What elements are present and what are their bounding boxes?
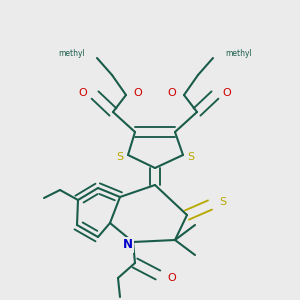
Text: O: O <box>134 88 142 98</box>
Text: N: N <box>123 238 133 251</box>
Text: methyl: methyl <box>58 49 85 58</box>
Text: S: S <box>219 197 226 207</box>
Text: S: S <box>116 152 124 162</box>
Text: O: O <box>168 273 176 283</box>
Text: methyl: methyl <box>225 49 252 58</box>
Text: O: O <box>223 88 231 98</box>
Text: O: O <box>168 88 176 98</box>
Text: O: O <box>79 88 87 98</box>
Text: S: S <box>188 152 195 162</box>
